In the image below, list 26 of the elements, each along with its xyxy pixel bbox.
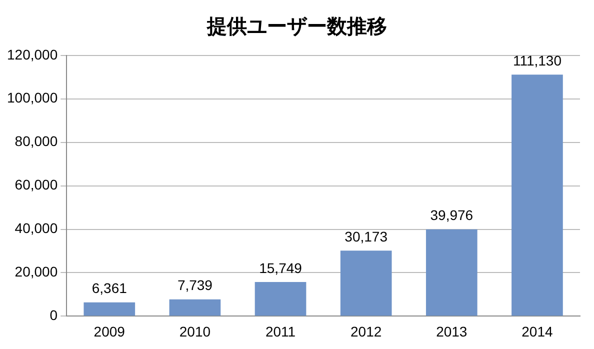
bar — [512, 74, 563, 316]
x-tick-label: 2014 — [522, 323, 553, 340]
x-tick-label: 2013 — [436, 323, 468, 340]
bar — [254, 282, 306, 316]
data-label: 6,361 — [92, 280, 128, 296]
x-tick-label: 2009 — [94, 323, 126, 340]
data-label: 111,130 — [512, 52, 562, 69]
data-label: 7,739 — [177, 277, 213, 294]
y-tick-label: 40,000 — [14, 220, 58, 236]
x-tick-label: 2010 — [179, 323, 211, 340]
y-tick-label: 100,000 — [6, 90, 58, 106]
bar — [169, 299, 221, 316]
y-tick-label: 120,000 — [6, 46, 58, 62]
y-tick-label: 0 — [50, 307, 58, 324]
x-tick-label: 2012 — [350, 323, 382, 340]
y-tick-label: 60,000 — [14, 176, 58, 193]
data-label: 30,173 — [344, 228, 388, 244]
bar — [84, 302, 136, 316]
bar — [426, 229, 478, 316]
chart-title: 提供ユーザー数推移 — [206, 13, 388, 40]
y-tick-label: 80,000 — [14, 133, 58, 150]
data-label: 15,749 — [259, 260, 302, 276]
y-tick-label: 20,000 — [14, 264, 58, 280]
x-tick-label: 2011 — [265, 323, 296, 340]
data-label: 39,976 — [430, 207, 474, 224]
bar — [340, 250, 392, 316]
